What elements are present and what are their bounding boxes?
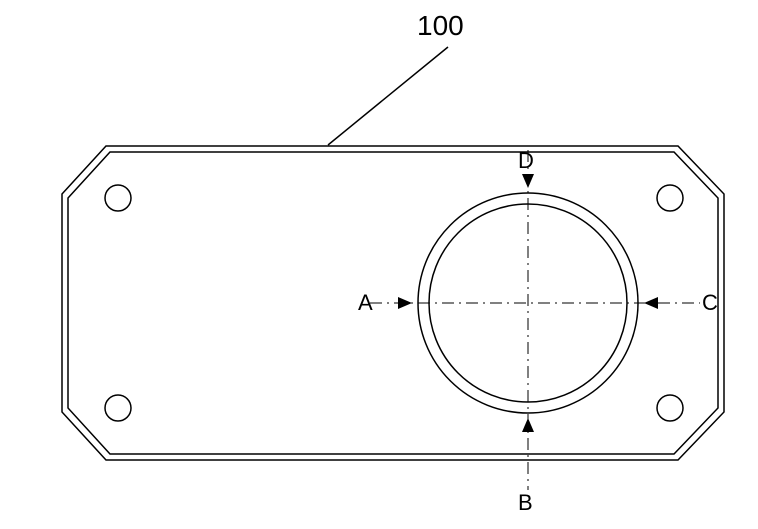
diagram-svg — [0, 0, 758, 529]
arrow-b — [522, 418, 534, 432]
corner-hole-tr — [657, 185, 683, 211]
callout-label: 100 — [417, 10, 464, 42]
corner-hole-br — [657, 395, 683, 421]
point-label-a: A — [358, 290, 373, 316]
corner-hole-tl — [105, 185, 131, 211]
arrow-c — [644, 297, 658, 309]
arrow-a — [398, 297, 412, 309]
point-label-b: B — [518, 490, 533, 516]
plate-outer — [62, 146, 724, 460]
callout-line — [328, 47, 448, 145]
corner-hole-bl — [105, 395, 131, 421]
arrow-d — [522, 174, 534, 188]
point-label-d: D — [518, 148, 534, 174]
point-label-c: C — [702, 290, 718, 316]
